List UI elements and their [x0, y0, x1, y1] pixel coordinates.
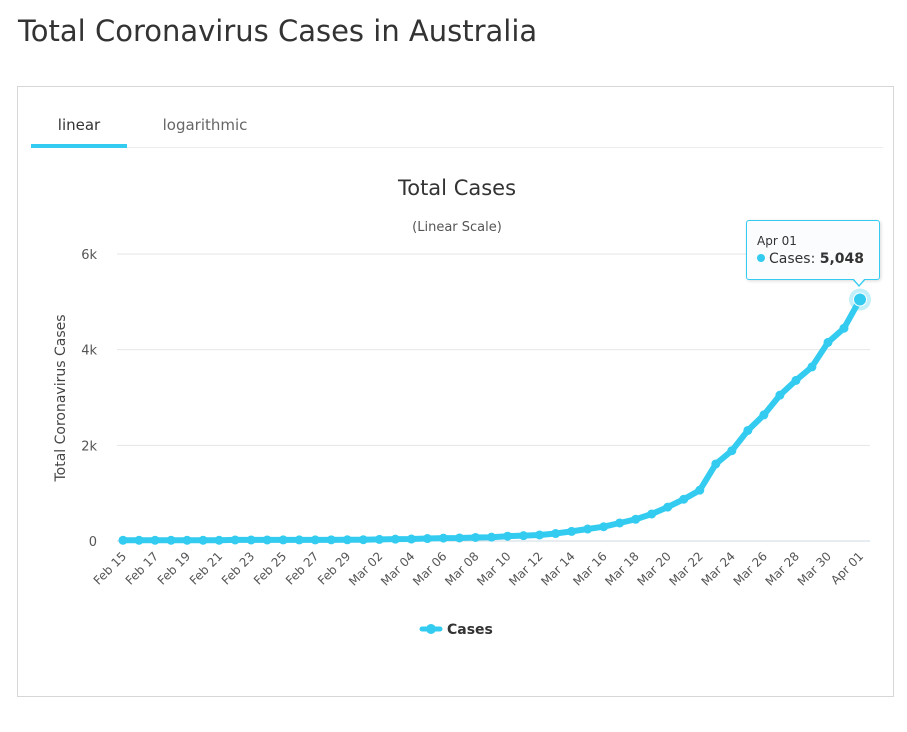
tooltip-value: 5,048 [819, 251, 865, 267]
data-tooltip: Apr 01 Cases: 5,048 [746, 220, 880, 280]
data-point[interactable] [679, 494, 689, 504]
x-tick-label: Mar 08 [442, 549, 481, 588]
x-tick-label: Feb 29 [315, 549, 353, 587]
data-point[interactable] [791, 375, 801, 385]
x-tick-label: Apr 01 [828, 549, 866, 587]
data-point[interactable] [727, 446, 737, 456]
data-point[interactable] [743, 425, 753, 435]
x-tick-label: Mar 02 [346, 549, 385, 588]
data-point[interactable] [807, 362, 817, 372]
data-point[interactable] [599, 522, 609, 532]
x-tick-label: Mar 12 [506, 549, 545, 588]
y-tick-label: 6k [81, 248, 97, 263]
x-tick-label: Feb 17 [123, 549, 161, 587]
data-point[interactable] [454, 533, 464, 543]
x-tick-label: Mar 28 [763, 549, 802, 588]
data-point[interactable] [487, 532, 496, 542]
data-point[interactable] [695, 485, 705, 495]
tab-logarithmic[interactable]: logarithmic [162, 116, 248, 134]
chart-subtitle: (Linear Scale) [412, 220, 502, 235]
legend-marker [426, 624, 436, 634]
data-point[interactable] [214, 535, 224, 545]
y-tick-label: 4k [81, 344, 97, 359]
data-point[interactable] [150, 535, 160, 545]
x-tick-label: Mar 18 [602, 549, 641, 588]
data-point[interactable] [294, 535, 304, 545]
x-tick-label: Feb 23 [219, 549, 257, 587]
legend-label: Cases [447, 622, 493, 638]
page-title: Total Coronavirus Cases in Australia [18, 14, 538, 48]
legend[interactable]: Cases [419, 622, 493, 638]
data-point[interactable] [310, 535, 320, 545]
hovered-data-point[interactable] [853, 292, 867, 307]
x-tick-label: Mar 24 [699, 549, 738, 588]
data-point[interactable] [438, 533, 448, 543]
x-tick-label: Mar 10 [474, 549, 513, 588]
data-point[interactable] [839, 323, 849, 333]
data-point[interactable] [535, 530, 545, 540]
x-tick-label: Mar 14 [538, 549, 577, 588]
x-tick-label: Feb 25 [251, 549, 289, 587]
x-tick-label: Mar 16 [570, 549, 609, 588]
data-point[interactable] [278, 535, 288, 545]
data-point[interactable] [775, 390, 785, 400]
x-tick-label: Mar 20 [634, 549, 673, 588]
data-point[interactable] [422, 534, 432, 544]
x-tick-label: Mar 04 [378, 549, 417, 588]
data-point[interactable] [823, 337, 833, 347]
data-point[interactable] [262, 535, 272, 545]
x-tick-label: Feb 19 [155, 549, 193, 587]
data-point[interactable] [390, 534, 400, 544]
tooltip-pointer [852, 278, 866, 287]
data-point[interactable] [230, 535, 240, 545]
data-point[interactable] [663, 502, 673, 512]
data-point[interactable] [647, 509, 657, 519]
x-tick-label: Mar 22 [666, 549, 705, 588]
data-point[interactable] [406, 534, 416, 544]
gridlines [117, 253, 870, 542]
data-point[interactable] [166, 535, 176, 545]
x-tick-label: Feb 15 [91, 549, 129, 587]
data-point[interactable] [326, 535, 336, 545]
x-tick-label: Feb 27 [283, 549, 321, 587]
data-point[interactable] [134, 535, 144, 545]
data-point[interactable] [374, 534, 384, 544]
data-point[interactable] [182, 535, 192, 545]
x-tick-label: Feb 21 [187, 549, 225, 587]
data-point[interactable] [551, 529, 561, 539]
tab-linear[interactable]: linear [31, 87, 127, 148]
data-point[interactable] [118, 535, 128, 545]
data-point[interactable] [470, 532, 480, 542]
x-tick-label: Mar 30 [795, 549, 834, 588]
data-point[interactable] [631, 514, 641, 524]
data-point[interactable] [711, 459, 721, 469]
data-point[interactable] [567, 526, 577, 536]
scale-tabs: linear logarithmic [31, 87, 883, 148]
data-point[interactable] [198, 535, 208, 545]
y-axis-ticks: 0 2k 4k 6k [81, 248, 97, 550]
data-point[interactable] [342, 535, 352, 545]
data-point[interactable] [759, 410, 769, 420]
series-line [120, 296, 863, 544]
data-point[interactable] [583, 524, 593, 534]
y-tick-label: 0 [89, 535, 97, 550]
series-cases[interactable] [118, 288, 872, 545]
y-tick-label: 2k [81, 439, 97, 454]
tooltip-row: Cases: 5,048 [757, 251, 864, 267]
tooltip-series-name: Cases [769, 251, 811, 267]
data-point[interactable] [358, 535, 368, 545]
data-point[interactable] [246, 535, 256, 545]
x-tick-label: Mar 26 [731, 549, 770, 588]
tooltip-date: Apr 01 [757, 234, 797, 248]
y-axis-label: Total Coronavirus Cases [53, 314, 69, 482]
data-point[interactable] [615, 518, 625, 528]
chart-panel: linear logarithmic [17, 86, 894, 697]
data-point[interactable] [503, 531, 513, 541]
tooltip-marker-icon [757, 254, 765, 262]
x-tick-label: Mar 06 [410, 549, 449, 588]
chart-title: Total Cases [397, 176, 516, 200]
data-point[interactable] [519, 531, 529, 541]
